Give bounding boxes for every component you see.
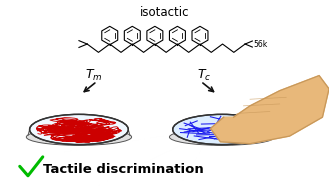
Text: isotactic: isotactic	[140, 6, 189, 19]
Text: $T_c$: $T_c$	[197, 68, 211, 83]
Ellipse shape	[169, 129, 275, 145]
Ellipse shape	[173, 114, 271, 145]
Text: 56k: 56k	[253, 40, 267, 50]
Polygon shape	[211, 76, 329, 144]
Ellipse shape	[30, 114, 128, 145]
Ellipse shape	[26, 129, 132, 145]
Text: $T_m$: $T_m$	[85, 68, 103, 83]
Text: Tactile discrimination: Tactile discrimination	[43, 163, 204, 176]
